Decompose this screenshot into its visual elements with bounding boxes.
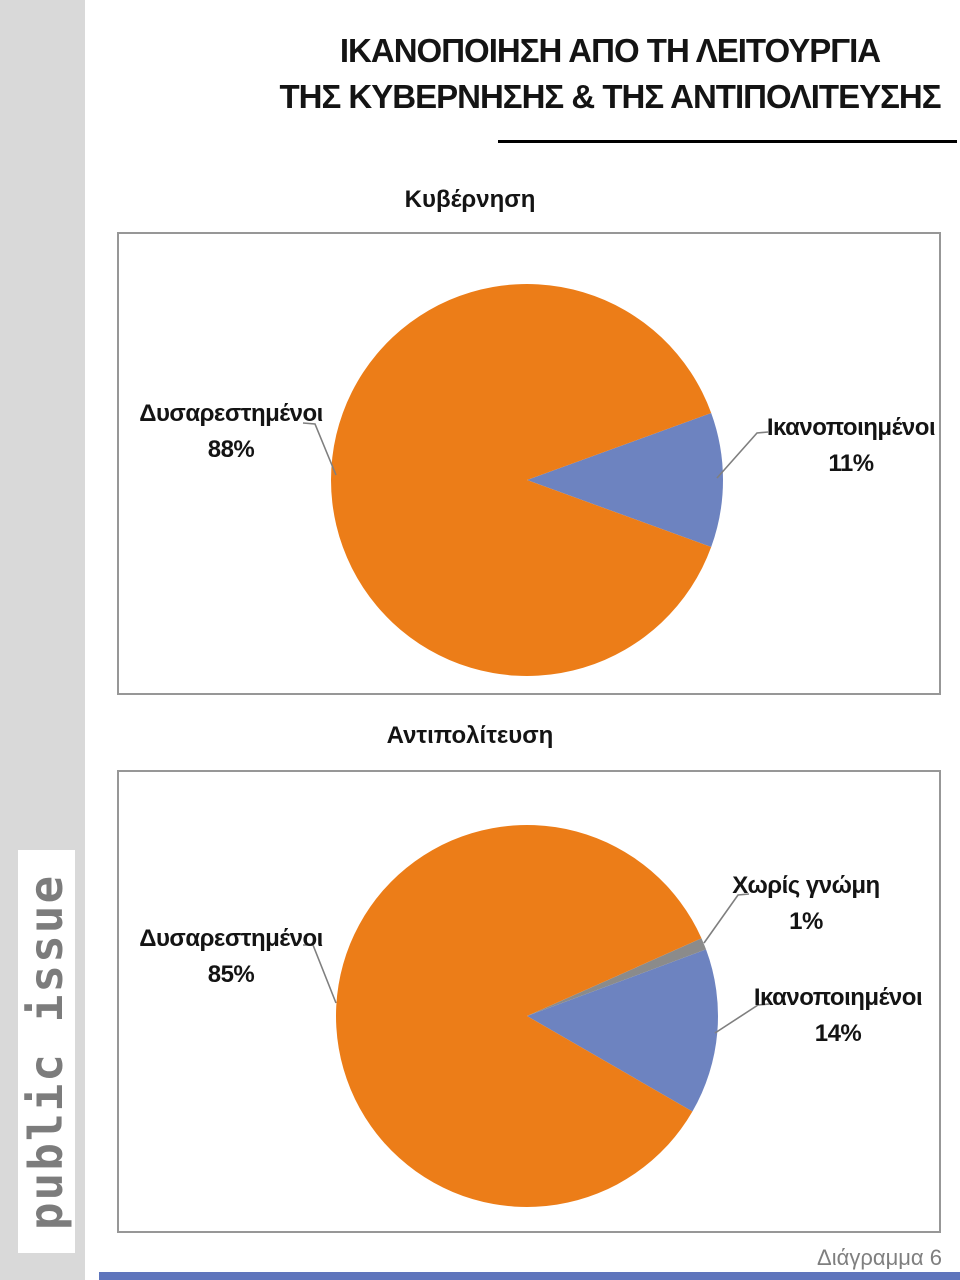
publisher-logo: public issue: [18, 850, 75, 1253]
label-percent: 14%: [814, 1020, 862, 1047]
leader-line-dissatisfied: [302, 422, 337, 476]
label-government-satisfied: Ικανοποιημένοι 11%: [741, 410, 960, 482]
pie-slice-dissatisfied: [331, 284, 712, 676]
chart-title-opposition: Αντιπολίτευση: [386, 722, 554, 749]
label-text: Δυσαρεστημένοι: [139, 925, 323, 952]
pie-slice-satisfied: [527, 949, 718, 1112]
label-text: Δυσαρεστημένοι: [139, 400, 323, 427]
label-text: Χωρίς γνώμη: [732, 872, 880, 899]
chart-area-opposition: [117, 770, 941, 1233]
chart-area-government: [117, 232, 941, 695]
chart-title-government: Κυβέρνηση: [404, 186, 536, 213]
pie-slice-dissatisfied: [336, 824, 702, 1207]
figure-caption: Διάγραμμα 6: [817, 1245, 942, 1270]
publisher-logo-text: public issue: [19, 873, 74, 1230]
leader-line-dissatisfied: [303, 944, 337, 1004]
label-opposition-no-opinion: Χωρίς γνώμη 1%: [696, 868, 916, 940]
page-title-line-2: ΤΗΣ ΚΥΒΕΡΝΗΣΗΣ & ΤΗΣ ΑΝΤΙΠΟΛΙΤΕΥΣΗΣ: [279, 78, 941, 115]
page-title-line-1: ΙΚΑΝΟΠΟΙΗΣΗ ΑΠΟ ΤΗ ΛΕΙΤΟΥΡΓΙΑ: [339, 32, 881, 69]
label-percent: 85%: [207, 961, 255, 988]
label-text: Ικανοποιημένοι: [753, 984, 923, 1011]
pie-chart-opposition: [303, 824, 770, 1207]
title-underline: [498, 140, 957, 143]
leader-line-satisfied: [716, 431, 769, 479]
footer-bar: [99, 1272, 960, 1280]
pie-chart-government: [302, 284, 769, 676]
pie-slice-satisfied: [527, 412, 724, 548]
label-percent: 1%: [789, 908, 823, 935]
label-opposition-dissatisfied: Δυσαρεστημένοι 85%: [121, 921, 341, 993]
pie-slice-no-opinion: [527, 938, 707, 1016]
leader-line-no-opinion: [703, 893, 750, 944]
label-text: Ικανοποιημένοι: [766, 414, 936, 441]
leader-line-satisfied: [714, 1003, 770, 1034]
label-percent: 11%: [828, 450, 874, 477]
label-opposition-satisfied: Ικανοποιημένοι 14%: [728, 980, 948, 1052]
label-percent: 88%: [207, 436, 255, 463]
label-government-dissatisfied: Δυσαρεστημένοι 88%: [121, 396, 341, 468]
page-title: ΙΚΑΝΟΠΟΙΗΣΗ ΑΠΟ ΤΗ ΛΕΙΤΟΥΡΓΙΑ ΤΗΣ ΚΥΒΕΡΝ…: [262, 28, 958, 120]
